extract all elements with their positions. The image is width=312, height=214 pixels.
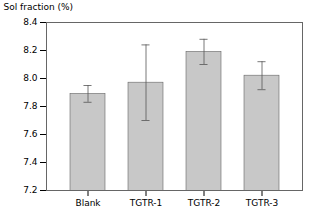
svg-text:7.2: 7.2 [23, 185, 37, 195]
svg-text:7.8: 7.8 [23, 101, 38, 111]
svg-text:TGTR-1: TGTR-1 [129, 198, 163, 208]
svg-text:7.4: 7.4 [23, 157, 38, 167]
svg-text:TGTR-3: TGTR-3 [245, 198, 279, 208]
svg-text:7.6: 7.6 [23, 129, 38, 139]
svg-text:8.4: 8.4 [23, 17, 38, 27]
svg-text:Blank: Blank [75, 198, 101, 208]
svg-text:Sol fraction (%): Sol fraction (%) [4, 2, 74, 12]
svg-text:TGTR-2: TGTR-2 [187, 198, 221, 208]
svg-text:8.0: 8.0 [23, 73, 38, 83]
svg-text:8.2: 8.2 [23, 45, 37, 55]
